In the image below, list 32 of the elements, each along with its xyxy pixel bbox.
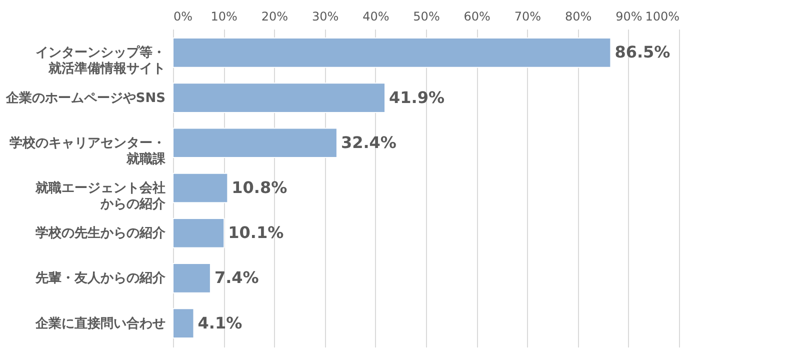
bar (172, 128, 338, 158)
y-tick-label: 企業に直接問い合わせ (34, 315, 166, 332)
bar (172, 172, 228, 204)
x-tick-label: 60% (464, 10, 490, 24)
data-label: 86.5% (614, 42, 670, 62)
x-tick-label: 80% (564, 10, 592, 24)
x-tick-label: 40% (362, 10, 390, 24)
x-tick-label: 30% (312, 10, 339, 24)
bar (172, 82, 386, 113)
y-tick-label: 企業のホームページやSNS (4, 90, 166, 106)
data-label: 32.4% (340, 132, 396, 152)
x-tick-label: 20% (261, 10, 288, 24)
y-tick-label: 就職エージェント会社からの紹介 (34, 180, 166, 212)
bar (172, 263, 211, 294)
y-tick-label: 学校の先生からの紹介 (36, 225, 166, 242)
x-tick-label: 0% (174, 10, 193, 24)
y-tick-label: 学校のキャリアセンター・就職課 (10, 134, 166, 167)
bar (172, 218, 225, 248)
x-tick-label: 10% (210, 10, 238, 24)
bar (172, 38, 612, 68)
x-tick-label: 50% (413, 10, 440, 24)
y-tick-label: インターンシップ等・就活準備情報サイト (36, 44, 166, 77)
data-label: 4.1% (198, 313, 242, 332)
data-label: 7.4% (214, 268, 259, 288)
x-tick-label: 90% (616, 10, 642, 24)
data-label: 41.9% (389, 88, 445, 107)
data-label: 10.8% (232, 178, 288, 197)
bar (172, 308, 194, 338)
data-label: 10.1% (228, 223, 284, 242)
y-tick-label: 先輩・友人からの紹介 (34, 271, 166, 286)
x-tick-label: 70% (514, 10, 542, 24)
x-tick-label: 100% (645, 10, 680, 24)
